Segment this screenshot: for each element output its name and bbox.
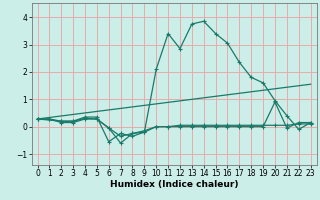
X-axis label: Humidex (Indice chaleur): Humidex (Indice chaleur) [110,180,238,189]
